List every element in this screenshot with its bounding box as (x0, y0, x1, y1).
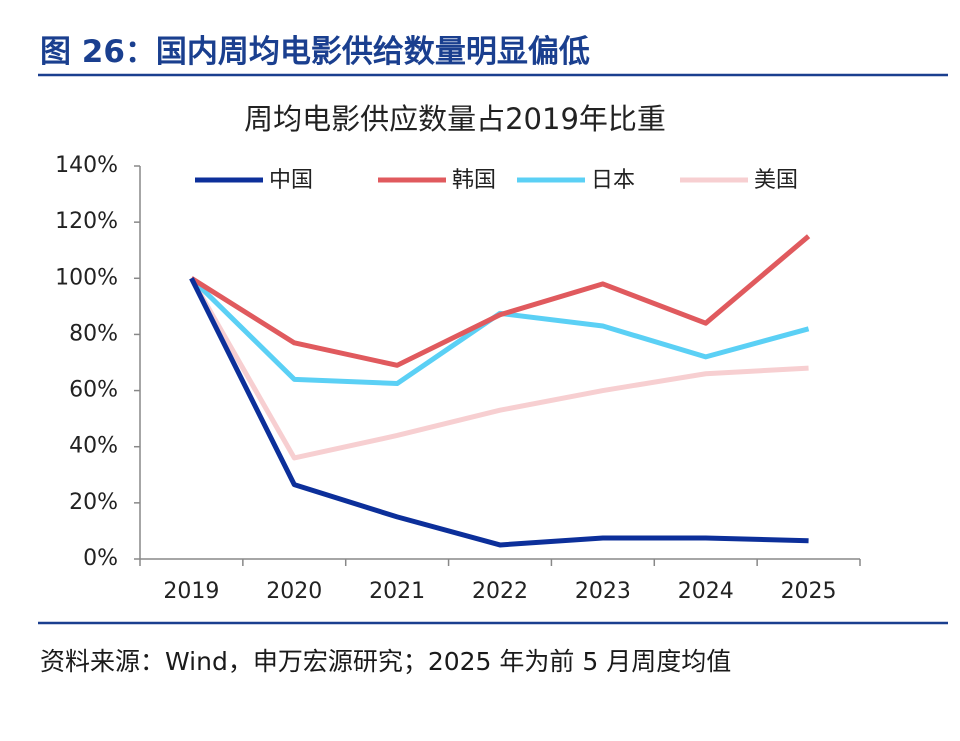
x-tick-label: 2023 (575, 579, 631, 604)
x-tick-label: 2025 (781, 579, 837, 604)
source-note: 资料来源：Wind，申万宏源研究；2025 年为前 5 月周度均值 (40, 647, 732, 676)
y-tick-label: 60% (69, 378, 118, 403)
series-line (189, 277, 809, 548)
series-line (190, 234, 811, 368)
x-tick-label: 2021 (369, 579, 425, 604)
y-tick-label: 140% (55, 153, 118, 178)
legend-label: 美国 (754, 168, 798, 193)
y-tick-label: 120% (55, 209, 118, 234)
y-tick-label: 20% (69, 490, 118, 515)
legend-label: 中国 (269, 168, 313, 193)
legend-label: 韩国 (452, 168, 496, 193)
y-tick-label: 40% (69, 434, 118, 459)
x-tick-label: 2020 (266, 579, 322, 604)
legend-label: 日本 (591, 168, 635, 193)
x-tick-label: 2019 (163, 579, 219, 604)
x-tick-label: 2024 (678, 579, 734, 604)
series-line (189, 276, 810, 387)
y-tick-label: 0% (83, 546, 118, 571)
y-tick-label: 100% (55, 265, 118, 290)
figure-title: 图 26：国内周均电影供给数量明显偏低 (40, 34, 590, 70)
series-line (189, 277, 809, 461)
y-tick-label: 80% (69, 321, 118, 346)
chart-title: 周均电影供应数量占2019年比重 (244, 102, 666, 136)
x-tick-label: 2022 (472, 579, 528, 604)
